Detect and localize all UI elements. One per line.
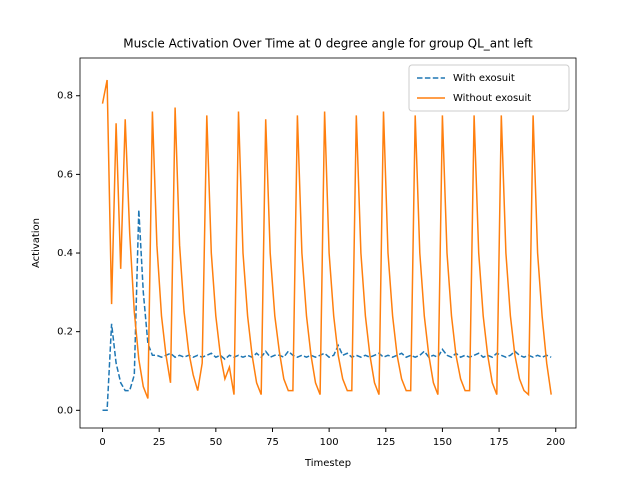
- chart-title: Muscle Activation Over Time at 0 degree …: [123, 37, 533, 51]
- x-tick-label: 150: [433, 437, 452, 448]
- series-line: [102, 209, 552, 412]
- y-tick-label: 0.6: [57, 169, 73, 180]
- series-line: [101, 79, 552, 399]
- x-tick-label: 200: [546, 437, 565, 448]
- legend-box: [408, 64, 570, 112]
- x-tick-label: 25: [153, 437, 166, 448]
- x-tick-label: 100: [320, 437, 339, 448]
- y-tick-label: 0.2: [57, 327, 73, 338]
- y-tick-label: 0.0: [57, 405, 73, 416]
- x-tick-label: 50: [209, 437, 222, 448]
- y-axis-label: Activation: [31, 218, 42, 268]
- x-tick-label: 75: [266, 437, 279, 448]
- x-tick-label: 175: [490, 437, 509, 448]
- plot-frame: [79, 57, 577, 429]
- x-tick-label: 0: [99, 437, 105, 448]
- legend-label: With exosuit: [453, 73, 515, 84]
- x-axis-label: Timestep: [304, 458, 351, 469]
- y-tick-label: 0.8: [57, 91, 73, 102]
- x-tick-label: 125: [376, 437, 395, 448]
- y-tick-label: 0.4: [57, 248, 73, 259]
- legend-label: Without exosuit: [453, 93, 531, 104]
